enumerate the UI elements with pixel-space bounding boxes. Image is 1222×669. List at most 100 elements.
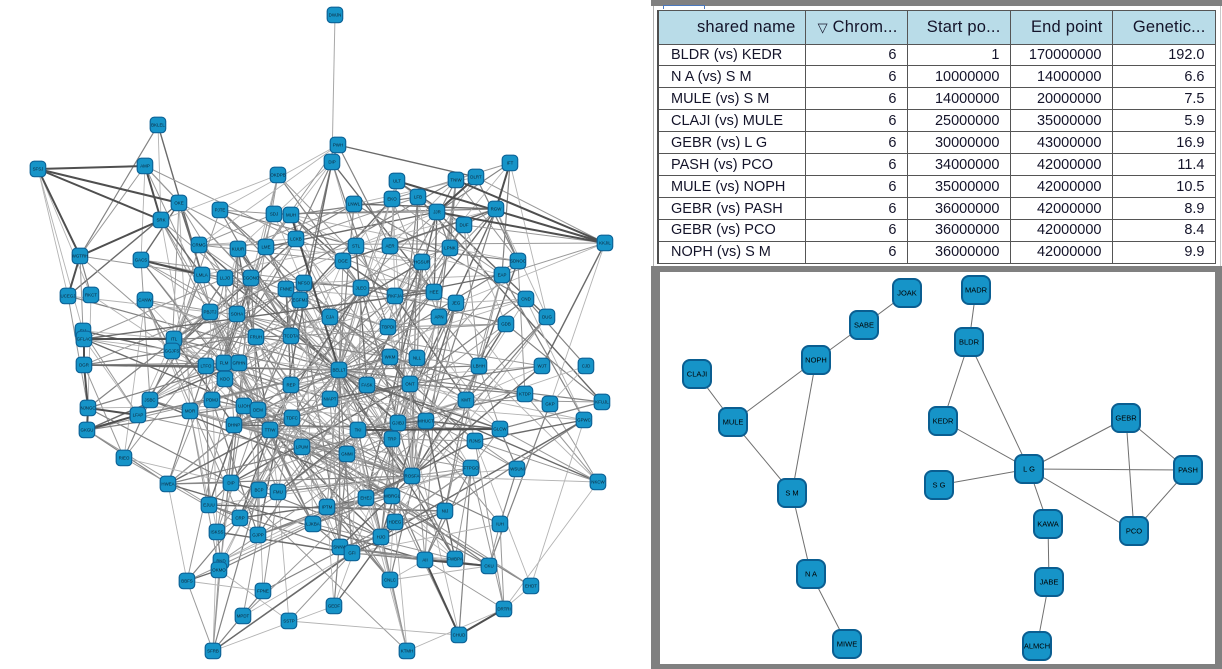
svg-text:KUUR: KUUR: [232, 247, 244, 252]
svg-text:GKGU: GKGU: [81, 428, 94, 433]
svg-text:PWH: PWH: [333, 143, 343, 148]
svg-text:N A: N A: [805, 570, 817, 579]
svg-text:ULT: ULT: [393, 179, 401, 184]
svg-text:GACS: GACS: [135, 258, 148, 263]
svg-text:LPNK: LPNK: [444, 246, 456, 251]
svg-text:GKP: GKP: [545, 402, 554, 407]
svg-text:RIEO: RIEO: [119, 456, 130, 461]
svg-text:DIP: DIP: [328, 160, 335, 165]
svg-text:BBFS: BBFS: [181, 579, 193, 584]
svg-text:EJUU: EJUU: [203, 503, 214, 508]
svg-text:DRTRI: DRTRI: [497, 607, 510, 612]
svg-text:MUH: MUH: [286, 213, 296, 218]
svg-text:ROSFA: ROSFA: [405, 474, 420, 479]
svg-text:SDJ: SDJ: [270, 212, 278, 217]
svg-text:OKMO: OKMO: [212, 568, 226, 573]
svg-text:DLRT: DLRT: [470, 175, 482, 180]
svg-text:GFLAC: GFLAC: [77, 337, 92, 342]
svg-text:KMT: KMT: [461, 398, 471, 403]
svg-text:CANW: CANW: [138, 298, 152, 303]
svg-text:WKM: WKM: [385, 355, 396, 360]
svg-text:BND: BND: [216, 559, 225, 564]
svg-text:TKI: TKI: [355, 428, 362, 433]
svg-text:BLDR: BLDR: [959, 338, 980, 347]
svg-text:TBPDI: TBPDI: [382, 325, 395, 330]
svg-text:CKU: CKU: [484, 564, 493, 569]
svg-text:MIWE: MIWE: [837, 640, 857, 649]
svg-text:ONT: ONT: [405, 382, 415, 387]
svg-text:BKLEL: BKLEL: [151, 123, 165, 128]
svg-text:EAP: EAP: [498, 273, 507, 278]
svg-text:LFB: LFB: [414, 195, 422, 200]
svg-text:ISKSS: ISKSS: [211, 530, 224, 535]
svg-text:PCO: PCO: [1126, 527, 1142, 536]
svg-text:GEBR: GEBR: [1115, 414, 1137, 423]
svg-text:RKCT: RKCT: [85, 293, 97, 298]
svg-text:CJA: CJA: [326, 315, 334, 320]
svg-text:CRP: CRP: [235, 516, 244, 521]
svg-text:GLCW: GLCW: [493, 427, 507, 432]
svg-text:RJNS: RJNS: [469, 439, 481, 444]
svg-text:MPDT: MPDT: [237, 614, 250, 619]
svg-text:MHUCT: MHUCT: [418, 419, 434, 424]
svg-text:NLL: NLL: [413, 356, 422, 361]
svg-text:JLEO: JLEO: [356, 286, 368, 291]
svg-text:CLAJI: CLAJI: [687, 370, 707, 379]
svg-text:MADR: MADR: [965, 286, 988, 295]
svg-text:DGE: DGE: [338, 259, 348, 264]
svg-text:KTDP: KTDP: [519, 392, 531, 397]
svg-text:TDFC: TDFC: [286, 416, 298, 421]
svg-text:DGR: DGR: [79, 363, 89, 368]
svg-text:KKJIL: KKJIL: [599, 241, 611, 246]
svg-text:NIAPT: NIAPT: [324, 397, 337, 402]
svg-text:UJOH: UJOH: [238, 404, 250, 409]
svg-text:APN: APN: [434, 315, 443, 320]
svg-text:FASK: FASK: [361, 383, 372, 388]
svg-text:DUF: DUF: [459, 223, 468, 228]
svg-text:AII: AII: [422, 558, 427, 563]
svg-text:IPTM: IPTM: [322, 505, 333, 510]
svg-text:HWEA: HWEA: [161, 482, 174, 487]
svg-text:RKFJA: RKFJA: [388, 294, 402, 299]
svg-text:GGJFS: GGJFS: [165, 349, 180, 354]
svg-text:KFUJL: KFUJL: [595, 400, 609, 405]
svg-text:CNLC: CNLC: [384, 578, 396, 583]
svg-text:KAWA: KAWA: [1037, 520, 1059, 529]
svg-text:LNWL: LNWL: [348, 202, 361, 207]
svg-text:LMLA: LMLA: [196, 273, 208, 278]
svg-text:FMU: FMU: [273, 490, 283, 495]
svg-text:L G: L G: [1023, 465, 1035, 474]
svg-text:IUH: IUH: [496, 522, 504, 527]
svg-text:LME: LME: [261, 245, 270, 250]
svg-text:SDNOC: SDNOC: [510, 259, 526, 264]
svg-text:GDB: GDB: [501, 322, 511, 327]
svg-text:FLM: FLM: [220, 361, 229, 366]
svg-text:TTIW: TTIW: [265, 428, 277, 433]
svg-text:LTFO: LTFO: [201, 364, 212, 369]
svg-text:WSUN: WSUN: [510, 467, 523, 472]
svg-text:FNNE: FNNE: [280, 287, 292, 292]
svg-text:PBJTJ: PBJTJ: [204, 310, 217, 315]
svg-text:BCP: BCP: [254, 488, 263, 493]
svg-text:ALMCH: ALMCH: [1024, 642, 1050, 651]
svg-text:DHNP: DHNP: [228, 423, 241, 428]
svg-text:SFRB: SFRB: [207, 649, 219, 654]
svg-text:S M: S M: [785, 489, 798, 498]
svg-text:TCDTA: TCDTA: [284, 334, 298, 339]
svg-text:CGONO: CGONO: [243, 276, 260, 281]
svg-text:JSBC: JSBC: [144, 398, 155, 403]
svg-text:NFSO: NFSO: [298, 281, 311, 286]
svg-text:GJPP: GJPP: [252, 533, 264, 538]
svg-text:EKO: EKO: [387, 197, 397, 202]
svg-text:STL: STL: [352, 244, 361, 249]
svg-text:AER: AER: [385, 244, 394, 249]
svg-text:LCKB: LCKB: [290, 237, 302, 242]
svg-text:HEE: HEE: [429, 290, 438, 295]
svg-text:NIJ: NIJ: [442, 509, 449, 514]
svg-text:JOAK: JOAK: [897, 289, 917, 298]
svg-text:WGTRH: WGTRH: [72, 254, 89, 259]
svg-text:AMP: AMP: [140, 164, 150, 169]
svg-text:OKDPB: OKDPB: [270, 173, 285, 178]
svg-text:JABE: JABE: [1040, 578, 1059, 587]
svg-text:SFSJ: SFSJ: [33, 167, 44, 172]
